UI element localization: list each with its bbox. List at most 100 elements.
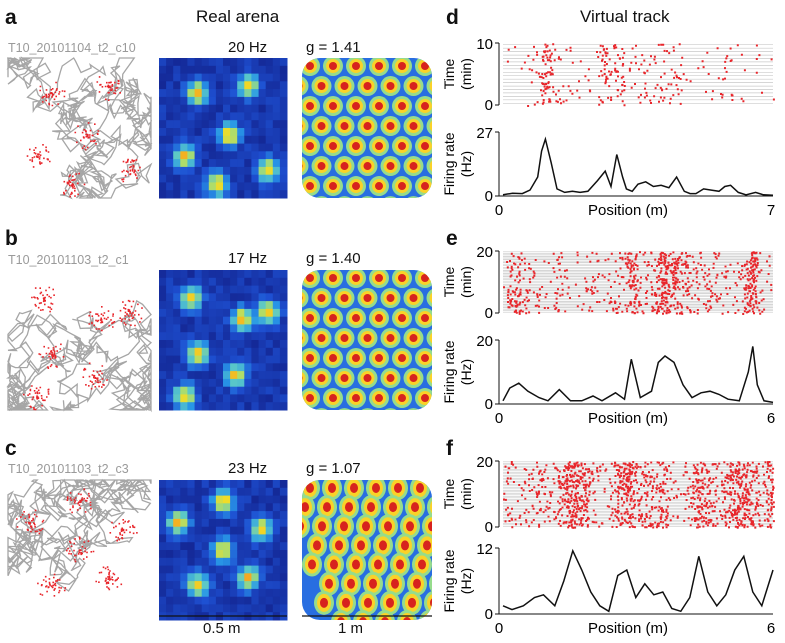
- rate-map-bin: [244, 518, 252, 528]
- raster-ytick-top: 10: [476, 36, 493, 53]
- rate-map-bin: [173, 73, 181, 82]
- rate-map-bin: [187, 324, 195, 333]
- rate-xtick-right: 7: [767, 202, 775, 219]
- rate-map-bin: [272, 511, 281, 520]
- rate-map-bin: [159, 135, 167, 145]
- rate-map-bin: [237, 159, 245, 168]
- rate-map-bin: [180, 550, 188, 559]
- rate-map-bin: [215, 573, 224, 582]
- rate-map-bin: [244, 190, 252, 199]
- rate-map-bin: [180, 89, 188, 98]
- rate-map-bin: [208, 316, 217, 325]
- rate-map-bin: [265, 316, 274, 325]
- rate-map-bin: [258, 135, 267, 145]
- rate-map-bin: [159, 487, 167, 497]
- rate-map-bin: [201, 386, 210, 395]
- rate-map-bin: [208, 480, 217, 489]
- rate-map-bin: [272, 159, 281, 168]
- rate-map-bin: [201, 96, 210, 106]
- rate-map-bin: [251, 542, 259, 551]
- rate-map-bin: [223, 604, 231, 613]
- rate-map-bin: [279, 347, 288, 357]
- rate-map-bin: [180, 190, 188, 199]
- rate-map-bin: [201, 588, 210, 598]
- firing-rate-line: [502, 548, 774, 613]
- rate-map-bin: [223, 143, 231, 152]
- rate-map-bin: [251, 604, 259, 613]
- rate-map-bin: [272, 285, 281, 294]
- rate-map-bin: [237, 565, 245, 574]
- rate-map-bin: [237, 112, 245, 121]
- rate-map-bin: [279, 534, 288, 543]
- rate-map-bin: [159, 347, 167, 357]
- rate-map-bin: [159, 128, 167, 137]
- rate-map-bin: [173, 316, 181, 325]
- rate-map-bin: [265, 394, 274, 403]
- rate-map-bin: [272, 340, 281, 349]
- rate-map-bin: [251, 550, 259, 559]
- rate-map-bin: [223, 174, 231, 183]
- rate-map-bin: [166, 151, 174, 160]
- rate-map-bin: [272, 308, 281, 318]
- rate-map-bin: [244, 581, 252, 590]
- rate-map-bin: [201, 285, 210, 294]
- rate-map-a: [159, 58, 288, 199]
- rate-map-bin: [279, 89, 288, 98]
- rate-map-bin: [201, 581, 210, 590]
- rate-map-bin: [159, 581, 167, 590]
- rate-map-bin: [244, 166, 252, 176]
- rate-map-bin: [166, 355, 174, 364]
- rate-map-bin: [230, 58, 238, 67]
- rate-map-bin: [180, 65, 188, 75]
- rate-map-bin: [223, 495, 231, 504]
- trajectory-path-a: [6, 56, 153, 200]
- rate-map-bin: [230, 347, 238, 357]
- rate-map-bin: [244, 355, 252, 364]
- rate-map-bin: [201, 293, 210, 302]
- rate-map-bin: [215, 542, 224, 551]
- rate-map-bin: [223, 394, 231, 403]
- rate-map-bin: [208, 394, 217, 403]
- rate-map-bin: [230, 96, 238, 106]
- rate-map-bin: [223, 104, 231, 113]
- rate-map-bin: [237, 503, 245, 512]
- rate-ylabel: Firing rate(Hz): [441, 549, 474, 612]
- rate-map-bin: [194, 182, 203, 191]
- rate-map-bin: [173, 81, 181, 90]
- rate-map-bin: [180, 480, 188, 489]
- rate-map-bin: [272, 270, 281, 279]
- rate-map-bin: [251, 58, 259, 67]
- rate-map-bin: [208, 65, 217, 75]
- rate-map-bin: [187, 190, 195, 199]
- virtual-track-header: Virtual track: [580, 7, 670, 26]
- rate-map-bin: [194, 378, 203, 388]
- rate-map-bin: [208, 386, 217, 395]
- rate-map-bin: [230, 285, 238, 294]
- rate-map-bin: [230, 526, 238, 535]
- rate-map-bin: [208, 73, 217, 82]
- rate-map-bin: [180, 588, 188, 598]
- rate-map-bin: [265, 166, 274, 176]
- rate-map-bin: [237, 81, 245, 90]
- rate-map-bin: [230, 182, 238, 191]
- rate-map-bin: [180, 128, 188, 137]
- spike-cluster: [26, 144, 51, 168]
- rate-map-bin: [244, 604, 252, 613]
- rate-map-bin: [272, 495, 281, 504]
- spike-cluster: [66, 488, 92, 514]
- rate-map-bin: [258, 371, 267, 380]
- rate-map-bin: [265, 557, 274, 567]
- real-arena-header: Real arena: [196, 7, 280, 26]
- rate-map-bin: [272, 394, 281, 403]
- rate-map-bin: [279, 573, 288, 582]
- rate-map-bin: [173, 143, 181, 152]
- rate-map-bin: [194, 604, 203, 613]
- rate-map-bin: [258, 581, 267, 590]
- rate-map-bin: [237, 89, 245, 98]
- rate-map-bin: [194, 402, 203, 411]
- rate-map-bin: [187, 363, 195, 372]
- rate-map-bin: [272, 371, 281, 380]
- rate-map-bin: [180, 324, 188, 333]
- rate-map-bin: [223, 308, 231, 318]
- rate-map-bin: [187, 73, 195, 82]
